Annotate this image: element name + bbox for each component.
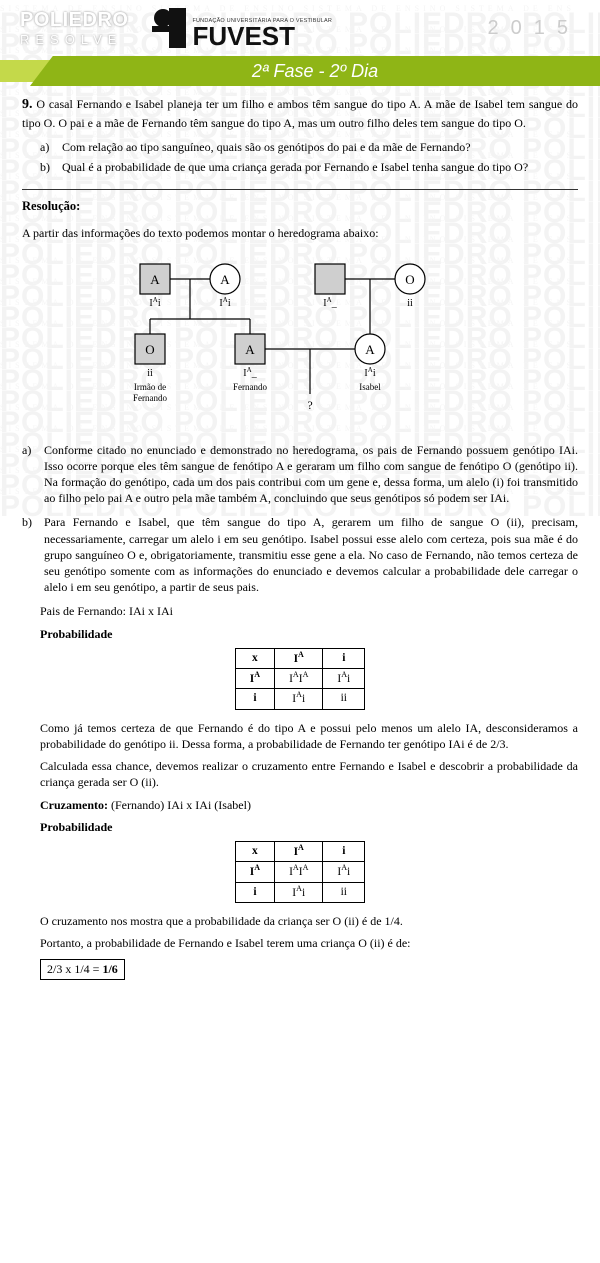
svg-text:O: O [145,342,154,357]
prob-title-1: Probabilidade [40,626,578,642]
svg-text:A: A [245,342,255,357]
question-a-text: Com relação ao tipo sanguíneo, quais são… [62,139,471,155]
punnett-square-2: xIAi IAIAIAIAi iIAiii [235,841,365,903]
question-statement: 9. O casal Fernando e Isabel planeja ter… [22,96,578,131]
para-after-p2a: O cruzamento nos mostra que a probabilid… [40,913,578,929]
poliedro-logo-top: POLIEDRO [20,9,128,32]
svg-text:IAi: IAi [219,296,230,309]
cross-parents: Pais de Fernando: IAi x IAi [40,603,578,619]
para-after-p1: Como já temos certeza de que Fernando é … [40,720,578,752]
question-item-a: a) Com relação ao tipo sanguíneo, quais … [40,139,578,155]
svg-text:ii: ii [407,298,413,309]
svg-text:Irmão de: Irmão de [134,382,166,392]
question-b-text: Qual é a probabilidade de que uma crianç… [62,159,528,175]
svg-text:Fernando: Fernando [133,393,167,403]
para-after-p2b: Portanto, a probabilidade de Fernando e … [40,935,578,951]
svg-text:IAi: IAi [364,366,375,379]
answer-b: b) Para Fernando e Isabel, que têm sangu… [22,514,578,595]
punnett-square-1: xIAi IAIAIAIAi iIAiii [235,648,365,710]
prob-title-2: Probabilidade [40,819,578,835]
phase-banner-text: 2ª Fase - 2º Dia [30,56,600,86]
cross-2: Cruzamento: (Fernando) IAi x IAi (Isabel… [40,797,578,813]
svg-text:Fernando: Fernando [233,382,267,392]
svg-text:ii: ii [147,368,153,379]
final-answer-box: 2/3 x 1/4 = 1/6 [40,959,125,979]
svg-text:A: A [150,272,160,287]
fuvest-icon [152,8,186,48]
fuvest-logo-block: FUNDAÇÃO UNIVERSITÁRIA PARA O VESTIBULAR… [152,8,332,48]
intro-para: A partir das informações do texto podemo… [22,225,578,241]
answer-a-text: Conforme citado no enunciado e demonstra… [44,442,578,507]
question-item-b: b) Qual é a probabilidade de que uma cri… [40,159,578,175]
svg-text:IA_: IA_ [323,296,337,309]
pedigree-diagram: A IAi A IAi IA_ O ii [110,254,490,428]
phase-banner: 2ª Fase - 2º Dia [0,56,600,86]
cross2-label: Cruzamento: [40,798,108,812]
para-after-p1b: Calculada essa chance, devemos realizar … [40,758,578,790]
header-bar: POLIEDRO RESOLVE FUNDAÇÃO UNIVERSITÁRIA … [0,0,600,52]
svg-text:Isabel: Isabel [359,382,381,392]
svg-text:?: ? [307,398,312,412]
fuvest-title: FUVEST [192,24,332,48]
svg-text:IAi: IAi [149,296,160,309]
svg-text:O: O [405,272,414,287]
separator [22,189,578,190]
question-text: O casal Fernando e Isabel planeja ter um… [22,97,578,130]
svg-text:A: A [220,272,230,287]
answer-a: a) Conforme citado no enunciado e demons… [22,442,578,507]
svg-text:A: A [365,342,375,357]
year-label: 2015 [488,17,581,40]
answer-b-text: Para Fernando e Isabel, que têm sangue d… [44,514,578,595]
poliedro-logo: POLIEDRO RESOLVE [20,9,128,47]
cross2-text: (Fernando) IAi x IAi (Isabel) [108,798,251,812]
svg-text:IA_: IA_ [243,366,257,379]
question-number: 9. [22,97,33,112]
resolution-title: Resolução: [22,198,578,215]
poliedro-logo-bottom: RESOLVE [20,32,128,47]
